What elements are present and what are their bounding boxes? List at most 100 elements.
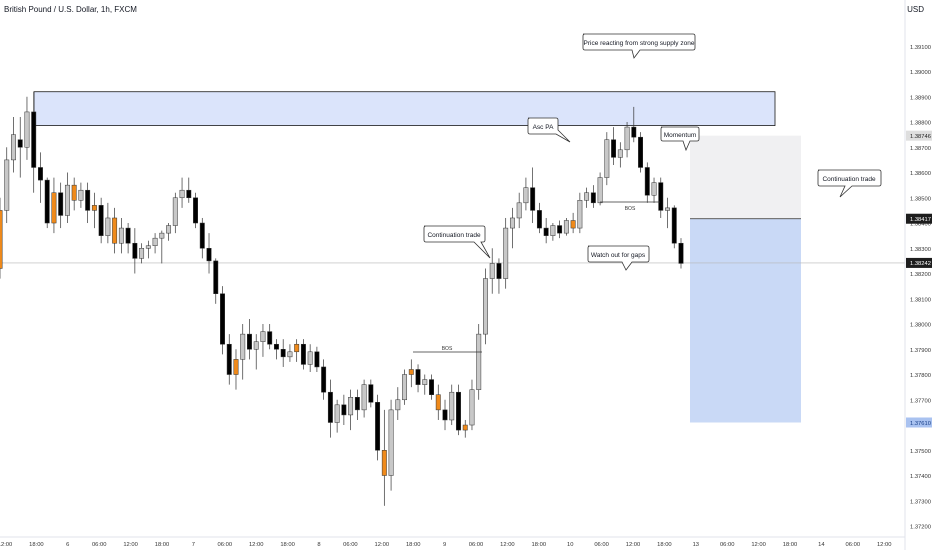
candle-body — [563, 220, 569, 234]
candle-body — [442, 409, 448, 421]
callout-supply[interactable]: Price reacting from strong supply zone — [582, 33, 696, 59]
price-labels: 1.38746 1.38417 1.38242 1.37610 — [906, 130, 932, 428]
callout-continuation-1[interactable]: Continuation trade — [423, 225, 491, 259]
candle-body — [193, 197, 198, 224]
candle-body — [550, 225, 556, 236]
price-label-stop_loss — [906, 130, 932, 141]
x-tick-label: 18:00 — [657, 542, 672, 548]
callout-momentum[interactable]: Momentum — [660, 126, 700, 152]
x-tick-label: 12:00 — [0, 542, 12, 548]
bos-label-1: BOS — [442, 346, 453, 352]
candle-body — [253, 341, 259, 350]
x-tick-label: 12:00 — [626, 542, 641, 548]
candle-body — [159, 232, 165, 239]
x-tick-label: 18:00 — [532, 542, 547, 548]
candle-body — [381, 450, 387, 476]
callout-gaps[interactable]: Watch out for gaps — [587, 245, 650, 271]
candle-body — [334, 404, 340, 423]
candle-body — [584, 192, 590, 201]
candle-body — [300, 343, 306, 365]
candle-body — [260, 331, 266, 342]
candle-body — [429, 379, 434, 395]
candle-body — [341, 404, 347, 416]
y-tick-label: 1.38500 — [910, 196, 931, 202]
candle-body — [638, 136, 643, 168]
candle-body — [287, 351, 293, 358]
candle-body — [624, 126, 630, 151]
x-tick-label: 12:00 — [375, 542, 390, 548]
x-tick-label: 12:00 — [500, 542, 515, 548]
candle-body — [496, 263, 502, 279]
candle-body — [206, 248, 212, 262]
candle-body — [435, 394, 441, 411]
candle-body — [361, 384, 367, 411]
x-tick-label: 8 — [317, 542, 320, 548]
candle-body — [118, 227, 124, 244]
candle-body — [489, 263, 495, 279]
y-tick-label: 1.37700 — [910, 398, 931, 404]
supply-zone[interactable] — [33, 91, 776, 126]
candle-body — [0, 210, 3, 269]
y-tick-label: 1.38800 — [910, 121, 931, 127]
candle-body — [226, 343, 232, 375]
y-axis[interactable]: 1.39100 1.39000 1.38900 1.38800 1.38700 1.386… — [910, 45, 931, 531]
candle-body — [671, 207, 677, 244]
price-label-take_profit — [906, 417, 932, 428]
candle-body — [408, 369, 414, 375]
candle-body — [570, 220, 576, 229]
price-label-text-take_profit: 1.37610 — [910, 421, 931, 427]
x-tick-label: 12:00 — [249, 542, 264, 548]
y-tick-label: 1.37400 — [910, 474, 931, 480]
candle-body — [179, 189, 185, 199]
y-tick-label: 1.38300 — [910, 247, 931, 253]
candle-body — [476, 333, 482, 390]
x-tick-label: 18:00 — [406, 542, 421, 548]
x-tick-label: 06:00 — [594, 542, 609, 548]
candle-body — [348, 397, 354, 416]
callout-asc-pa[interactable]: Asc PA — [527, 117, 571, 143]
candle-body — [38, 167, 43, 181]
candle-body — [354, 397, 360, 411]
candle-body — [98, 205, 104, 236]
candle-body — [590, 192, 596, 204]
candle-body — [327, 391, 333, 423]
x-tick-label: 9 — [443, 542, 446, 548]
candle-body — [395, 399, 401, 411]
candle-body — [422, 379, 428, 385]
candle-body — [665, 207, 670, 211]
x-tick-label: 18:00 — [29, 542, 44, 548]
callout-continuation-2-text: Continuation trade — [822, 176, 876, 183]
x-tick-label: 18:00 — [155, 542, 170, 548]
candle-body — [105, 217, 111, 236]
x-axis[interactable]: 12:00 18:00 6 06:00 12:00 18:00 7 06:00 12:00 18:… — [0, 542, 891, 548]
candle-body — [267, 331, 273, 345]
candle-body — [213, 260, 219, 294]
candle-body — [125, 227, 131, 244]
candle-body — [112, 217, 118, 244]
x-tick-label: 06:00 — [846, 542, 861, 548]
target-zone[interactable] — [690, 218, 801, 423]
x-tick-label: 12:00 — [877, 542, 892, 548]
candle-body — [166, 225, 172, 234]
candle-body — [402, 374, 408, 401]
candle-body — [469, 389, 475, 426]
candle-body — [31, 111, 37, 168]
x-tick-label: 13 — [693, 542, 699, 548]
candle-body — [220, 293, 225, 345]
candle-body — [456, 391, 461, 431]
candle-body — [44, 179, 50, 224]
candle-body — [604, 139, 610, 178]
candle-body — [307, 351, 313, 365]
x-tick-label: 06:00 — [720, 542, 735, 548]
y-tick-label: 1.37300 — [910, 499, 931, 505]
callout-continuation-2[interactable]: Continuation trade — [817, 169, 882, 198]
candle-body — [64, 184, 70, 216]
callout-gaps-text: Watch out for gaps — [591, 252, 646, 259]
risk-zone[interactable] — [690, 135, 801, 219]
y-tick-label: 1.38700 — [910, 146, 931, 152]
currency-label: USD — [907, 5, 924, 14]
candle-body — [368, 384, 374, 403]
candle-body — [51, 192, 57, 224]
candle-body — [11, 134, 16, 161]
